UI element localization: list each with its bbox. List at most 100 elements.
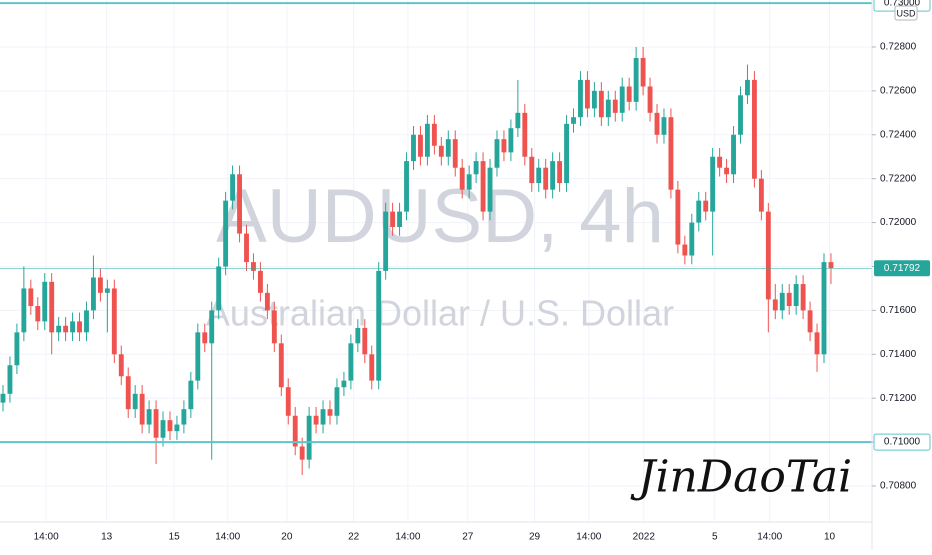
candle-body <box>598 90 604 118</box>
candle-body <box>125 376 131 410</box>
watermark-subtitle: Australian Dollar / U.S. Dollar <box>206 293 674 334</box>
y-tick-label: 0.72400 <box>880 129 917 140</box>
x-tick-label: 13 <box>101 532 113 543</box>
candle-body <box>418 134 423 157</box>
candle-body <box>717 156 723 168</box>
candle-body <box>278 343 284 388</box>
candle-body <box>605 99 611 118</box>
currency-badge[interactable] <box>894 5 918 21</box>
candle-body <box>195 332 201 381</box>
candle-body <box>70 321 76 333</box>
candle-body <box>543 167 549 190</box>
candle-body <box>529 156 535 184</box>
y-tick-label: 0.72800 <box>880 42 917 53</box>
candle-body <box>188 380 194 410</box>
candle-body <box>320 409 326 425</box>
candle-body <box>348 343 354 381</box>
y-tick-label: 0.71200 <box>880 393 917 404</box>
y-tick-label: 0.72600 <box>880 86 917 97</box>
candle-body <box>724 167 730 175</box>
candle-body <box>14 332 20 366</box>
level-label: 0.73000 <box>884 0 921 9</box>
candle-body <box>49 281 55 333</box>
candle-body <box>612 99 618 113</box>
candle-body <box>56 325 62 333</box>
y-tick-label: 0.70800 <box>880 481 917 492</box>
candle-body <box>793 284 799 306</box>
y-tick-label: 0.71400 <box>880 349 917 360</box>
candle-body <box>821 262 827 355</box>
candle-body <box>445 139 451 157</box>
level-badge <box>873 433 931 451</box>
candle-body <box>438 145 444 157</box>
candle-body <box>118 354 124 377</box>
candle-body <box>7 365 13 394</box>
x-tick-label: 29 <box>529 532 541 543</box>
candle-body <box>564 123 569 184</box>
candle-body <box>459 167 465 190</box>
candle-body <box>738 95 743 135</box>
candle-body <box>814 332 820 355</box>
y-tick-label: 0.72200 <box>880 173 917 184</box>
candle-body <box>369 354 375 381</box>
x-tick-label: 14:00 <box>395 532 420 543</box>
candle-body <box>411 134 416 162</box>
candle-body <box>28 288 34 306</box>
candle-body <box>146 409 152 425</box>
x-tick-label: 5 <box>712 532 718 543</box>
y-tick-label: 0.72000 <box>880 217 917 228</box>
candle-body <box>772 299 778 311</box>
candle-body <box>376 270 382 381</box>
candle-body <box>63 325 69 333</box>
candle-body <box>77 321 82 333</box>
candle-body <box>619 86 625 113</box>
candle-body <box>341 380 347 388</box>
candle-body <box>800 284 806 311</box>
candle-body <box>264 292 270 311</box>
y-tick-label: 0.71600 <box>880 305 917 316</box>
candle-body <box>751 79 757 179</box>
candle-body <box>557 161 563 184</box>
candle-body <box>480 161 486 212</box>
candle-body <box>501 139 507 153</box>
candle-body <box>578 79 583 118</box>
candle-body <box>640 57 646 87</box>
candle-body <box>591 90 597 109</box>
candle-body <box>35 306 41 322</box>
x-tick-label: 14:00 <box>215 532 240 543</box>
x-tick-label: 15 <box>169 532 181 543</box>
candle-body <box>452 139 458 168</box>
candle-body <box>703 200 709 212</box>
candle-body <box>807 310 813 333</box>
candle-body <box>786 292 792 306</box>
candle-body <box>174 424 180 432</box>
candle-body <box>682 244 688 256</box>
candle-body <box>397 211 403 227</box>
x-tick-label: 10 <box>824 532 836 543</box>
candle-body <box>84 310 89 333</box>
signature: JinDaoTai <box>630 452 852 503</box>
x-tick-label: 22 <box>348 532 360 543</box>
candle-body <box>0 393 6 403</box>
candle-body <box>285 387 291 416</box>
candle-body <box>160 420 166 438</box>
candle-body <box>91 277 96 311</box>
candle-body <box>779 292 785 311</box>
candle-body <box>306 415 312 460</box>
candle-body <box>571 117 576 124</box>
candle-body <box>313 415 319 425</box>
candle-body <box>710 156 716 212</box>
x-tick-label: 14:00 <box>576 532 601 543</box>
level-label: 0.71000 <box>884 437 921 448</box>
x-tick-label: 14:00 <box>757 532 782 543</box>
candle-body <box>473 161 479 175</box>
x-tick-label: 2022 <box>633 532 656 543</box>
candle-body <box>167 420 173 432</box>
candle-body <box>251 262 256 271</box>
candle-body <box>202 332 208 344</box>
candle-body <box>111 288 117 355</box>
candle-body <box>404 161 409 212</box>
candle-body <box>494 139 500 168</box>
